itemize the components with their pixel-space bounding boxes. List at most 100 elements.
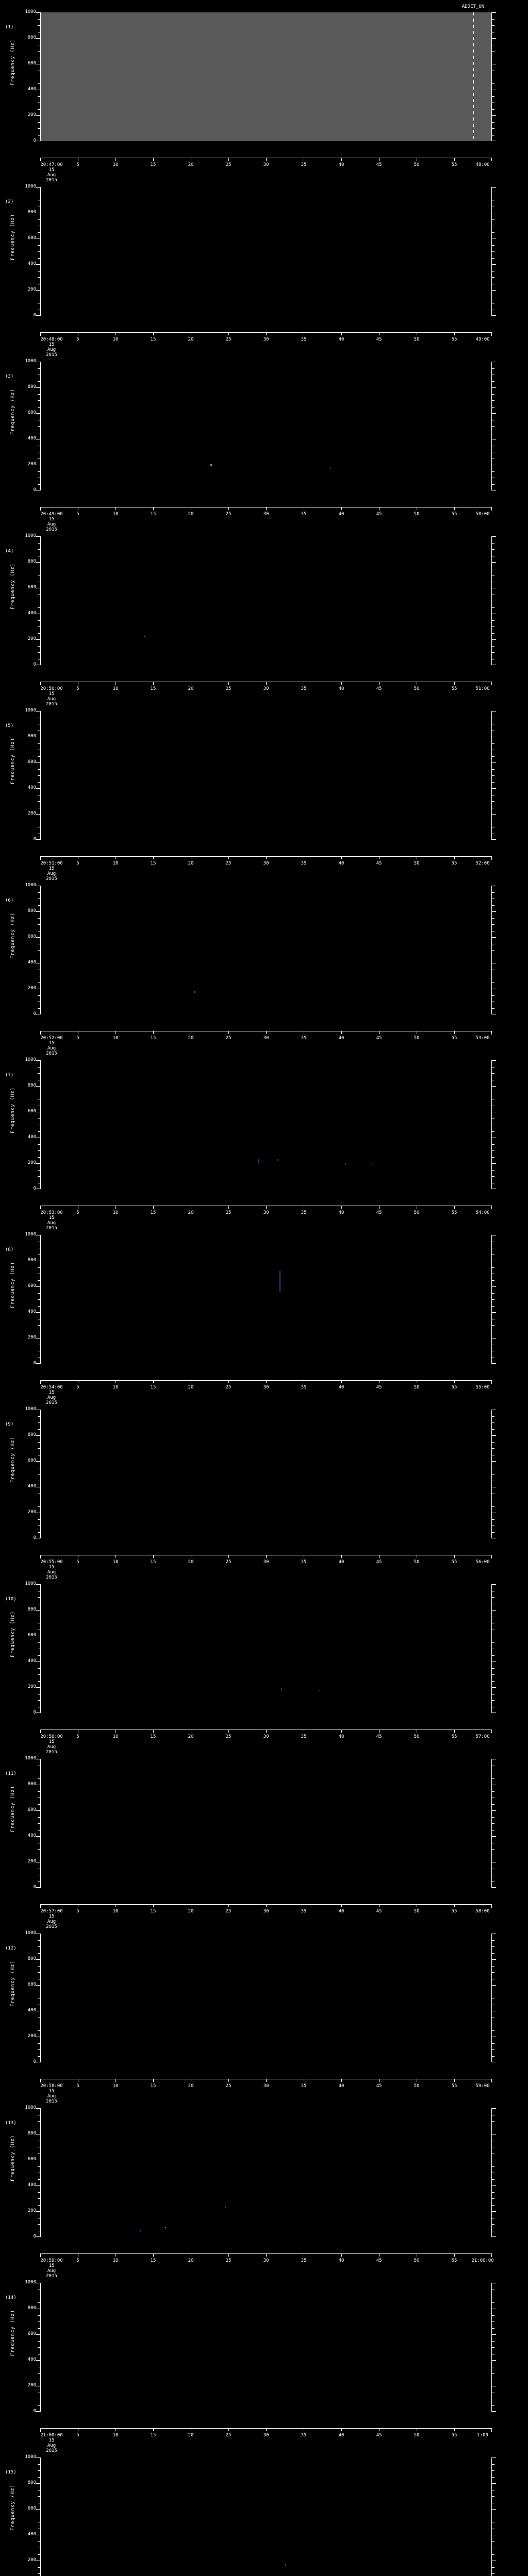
y-axis-tick <box>492 2483 496 2484</box>
x-axis-tick <box>266 507 267 510</box>
x-axis-tick <box>153 1380 154 1383</box>
x-axis-tick-label: 20 <box>188 162 194 167</box>
x-axis-tick-label: 30 <box>263 1560 269 1565</box>
y-axis-tick <box>36 1435 40 1436</box>
x-axis-tick-label: 25 <box>225 1210 232 1215</box>
x-axis-cap <box>40 2079 41 2082</box>
x-axis-tick-label: 5 <box>76 1560 79 1565</box>
y-axis-right <box>491 12 496 141</box>
y-axis-tick <box>38 1642 40 1643</box>
y-axis-tick <box>492 1940 494 1941</box>
x-axis-tick <box>153 1555 154 1558</box>
plot-area[interactable] <box>40 886 492 1014</box>
plot-area[interactable] <box>40 1759 492 1888</box>
plot-area[interactable] <box>40 2108 492 2237</box>
panel-number: (9) <box>5 1422 14 1427</box>
y-axis-left <box>36 1410 41 1538</box>
y-axis-tick <box>492 950 494 951</box>
plot-area[interactable] <box>40 536 492 665</box>
y-axis-tick <box>492 1506 494 1507</box>
y-axis-tick <box>492 368 494 369</box>
x-axis-cap <box>491 1206 492 1209</box>
y-axis-tick <box>492 1791 494 1792</box>
x-axis-tick-label: 5 <box>76 512 79 517</box>
x-axis-cap <box>491 2428 492 2432</box>
x-axis-tick <box>153 1904 154 1907</box>
plot-area[interactable] <box>40 1934 492 2062</box>
y-axis-tick <box>492 83 494 84</box>
x-axis-tick <box>153 1730 154 1733</box>
panel-1: 1000 800 600 400 200 0 Frequency (Hz) (1) ADDET_… <box>0 4 528 183</box>
y-axis-tick <box>492 1312 496 1313</box>
date-day: 15 <box>48 2089 55 2094</box>
plot-area[interactable] <box>40 2283 492 2412</box>
y-axis-tick <box>38 245 40 246</box>
x-axis-start-label: 20:54:00 <box>40 1385 63 1390</box>
plot-area[interactable] <box>40 1584 492 1713</box>
y-axis-title: Frequency (Hz) <box>10 2135 15 2181</box>
x-axis-tick-label: 50 <box>414 1385 420 1390</box>
x-axis-tick-label: 20 <box>188 1036 194 1041</box>
y-axis-tick <box>36 2334 40 2335</box>
y-axis-tick-label: 200 <box>27 636 36 641</box>
date-month: Aug <box>47 173 56 178</box>
y-axis-tick <box>492 1972 494 1973</box>
x-axis-tick-label: 55 <box>451 1560 457 1565</box>
y-axis-tick <box>492 756 494 757</box>
y-axis-tick <box>38 1422 40 1423</box>
panel-number: (12) <box>5 1946 16 1951</box>
x-axis-tick-label: 15 <box>150 337 156 342</box>
x-axis-tick <box>266 2079 267 2082</box>
plot-area[interactable] <box>40 711 492 840</box>
y-axis-tick-label: 0 <box>33 1011 36 1016</box>
date-year: 2015 <box>46 876 57 882</box>
y-axis-tick <box>38 1778 40 1779</box>
x-axis-tick-label: 40 <box>338 1385 344 1390</box>
y-axis-tick-label: 800 <box>27 1956 36 1961</box>
y-axis-tick <box>492 543 494 544</box>
y-axis-title: Frequency (Hz) <box>10 1611 15 1657</box>
spectral-speckle <box>165 2227 167 2228</box>
y-axis-tick-label: 1000 <box>25 708 36 713</box>
y-axis-tick <box>36 315 40 316</box>
panel-number: (3) <box>5 374 14 379</box>
plot-area[interactable] <box>40 1060 492 1189</box>
date-month: Aug <box>47 2443 56 2448</box>
plot-area[interactable] <box>40 187 492 316</box>
y-axis-tick <box>492 1416 494 1417</box>
x-axis-tick-label: 35 <box>301 2258 307 2263</box>
y-axis-tick <box>492 381 494 382</box>
y-axis-tick <box>492 892 494 893</box>
plot-area[interactable] <box>40 362 492 490</box>
y-axis-tick <box>38 2373 40 2374</box>
x-axis-tick <box>454 1380 455 1383</box>
plot-area[interactable] <box>40 1235 492 1364</box>
x-axis-start-label: 20:53:00 <box>40 1210 63 1215</box>
y-axis-tick <box>492 290 496 291</box>
y-axis-right <box>491 187 496 316</box>
y-axis-tick <box>492 982 494 983</box>
y-axis-tick <box>492 2043 494 2044</box>
date-month: Aug <box>47 522 56 527</box>
plot-area[interactable] <box>40 1410 492 1538</box>
x-axis-tick <box>341 1555 342 1558</box>
plot-area[interactable] <box>40 2458 492 2576</box>
y-axis-tick <box>492 652 494 653</box>
spectral-speckle <box>319 1689 320 1691</box>
x-axis-tick <box>379 332 380 335</box>
y-axis-tick <box>492 1060 496 1061</box>
y-axis-tick <box>38 2496 40 2497</box>
y-axis-tick <box>36 1060 40 1061</box>
x-axis-end-label: 52:00 <box>475 861 490 866</box>
y-axis-tick <box>38 782 40 783</box>
y-axis-tick <box>38 1118 40 1119</box>
x-axis-cap <box>491 1555 492 1558</box>
x-axis-tick-label: 45 <box>376 162 382 167</box>
y-axis-tick <box>492 1157 494 1158</box>
plot-area[interactable] <box>40 12 492 141</box>
y-axis-tick-label: 200 <box>27 287 36 292</box>
y-axis-tick-label: 0 <box>33 1361 36 1366</box>
y-axis-tick <box>492 1655 494 1656</box>
y-axis-tick <box>492 394 494 395</box>
y-axis-tick <box>38 2030 40 2031</box>
